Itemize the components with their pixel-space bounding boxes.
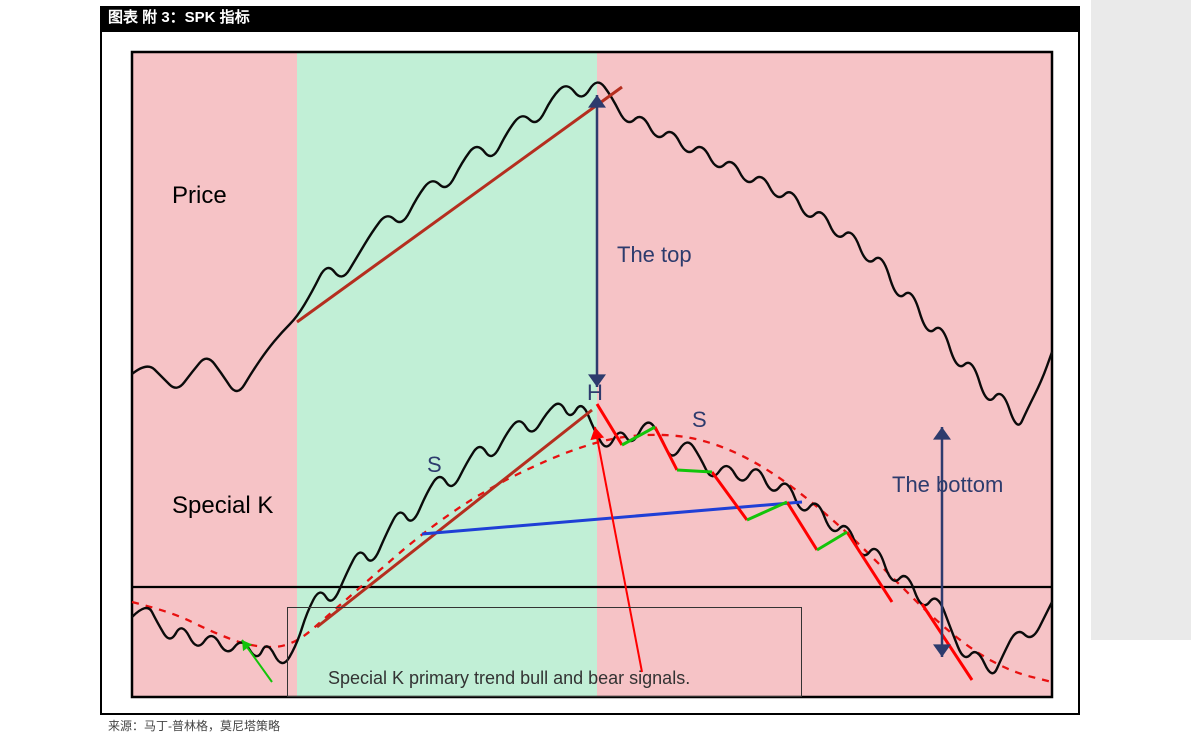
label-top: The top xyxy=(617,242,692,268)
caption-text: Special K primary trend bull and bear si… xyxy=(328,668,690,688)
label-head: H xyxy=(587,380,603,406)
label-shoulder-left: S xyxy=(427,452,442,478)
label-bottom: The bottom xyxy=(892,472,1003,498)
label-shoulder-right: S xyxy=(692,407,707,433)
label-price: Price xyxy=(172,182,227,210)
caption-box: Special K primary trend bull and bear si… xyxy=(287,607,802,697)
chart-title-bar: 图表 附 3：SPK 指标 xyxy=(100,6,1080,30)
right-gray-strip xyxy=(1091,0,1191,640)
page-root: 图表 附 3：SPK 指标 Price Special K The top Th… xyxy=(0,0,1191,735)
label-specialk: Special K xyxy=(172,492,273,520)
source-text: 来源：马丁-普林格，莫尼塔策略 xyxy=(108,717,280,734)
chart-title-text: 图表 附 3：SPK 指标 xyxy=(108,9,250,26)
chart-outer-frame: Price Special K The top The bottom S H S… xyxy=(100,30,1080,715)
